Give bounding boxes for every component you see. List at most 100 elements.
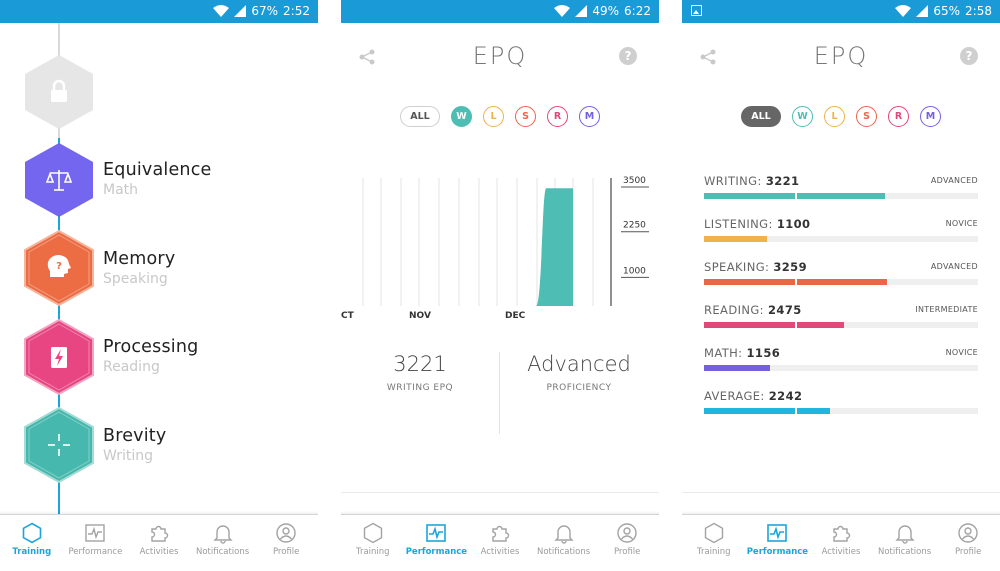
filter-math[interactable]: M xyxy=(579,105,600,127)
training-item-brevity[interactable] xyxy=(23,406,95,484)
chart-y-tick-label: 3500 xyxy=(623,176,646,186)
filter-speaking[interactable]: S xyxy=(856,105,877,127)
skill-bar-track xyxy=(704,408,978,414)
user-circle-icon xyxy=(276,523,296,543)
skill-bar-fill xyxy=(704,279,889,285)
training-item-locked[interactable] xyxy=(23,53,95,131)
help-icon[interactable]: ? xyxy=(960,47,978,65)
filter-all[interactable]: ALL xyxy=(400,105,440,127)
head-question-icon: ? xyxy=(47,255,71,277)
chart-y-tick-label: 2250 xyxy=(623,221,646,231)
bottom-nav: Training Performance Activities Notifica… xyxy=(0,511,318,571)
skill-level: ADVANCED xyxy=(930,262,978,271)
training-screen: 67% 2:52 Equivalence Math ? Memory Speak… xyxy=(0,0,318,571)
signal-icon xyxy=(575,5,588,17)
filter-speaking[interactable]: S xyxy=(515,105,536,127)
epq-chart: 3500 2250 1000 CT NOV DEC xyxy=(341,170,659,330)
filter-writing[interactable]: W xyxy=(792,105,813,127)
filter-all[interactable]: ALL xyxy=(741,105,781,127)
item-title: Brevity xyxy=(103,426,167,446)
skill-row-listening: LISTENING: 1100 NOVICE xyxy=(704,217,978,242)
filter-math[interactable]: M xyxy=(920,105,941,127)
nav-training[interactable]: Training xyxy=(0,515,64,571)
nav-activities[interactable]: Activities xyxy=(468,515,532,571)
training-item-memory[interactable]: ? xyxy=(23,229,95,307)
training-item-brevity-label: Brevity Writing xyxy=(103,426,166,464)
chart-x-ticks: CT NOV DEC xyxy=(341,311,526,321)
item-subtitle: Speaking xyxy=(103,271,168,287)
nav-label: Profile xyxy=(272,547,300,557)
page-title: EPQ xyxy=(813,42,869,70)
wifi-icon xyxy=(554,5,571,17)
page-title: EPQ xyxy=(472,42,528,70)
nav-activities[interactable]: Activities xyxy=(127,515,191,571)
filter-writing[interactable]: W xyxy=(451,105,472,127)
training-item-memory-label: Memory Speaking xyxy=(103,249,175,287)
nav-training[interactable]: Training xyxy=(682,515,746,571)
skill-level: INTERMEDIATE xyxy=(915,305,978,314)
nav-notifications[interactable]: Notifications xyxy=(191,515,255,571)
nav-notifications[interactable]: Notifications xyxy=(532,515,596,571)
training-item-processing[interactable] xyxy=(23,318,95,396)
hexagon-icon xyxy=(704,522,723,544)
nav-profile[interactable]: Profile xyxy=(595,515,659,571)
skill-name: MATH: 1156 xyxy=(704,346,781,360)
training-item-equivalence[interactable] xyxy=(23,141,95,219)
bell-icon xyxy=(894,525,915,544)
battery-text: 49% xyxy=(592,4,620,18)
kpi-level: Advanced PROFICIENCY xyxy=(500,352,658,393)
image-notification-icon xyxy=(691,5,702,16)
status-bar: 67% 2:52 xyxy=(0,0,318,23)
puzzle-icon xyxy=(492,525,510,542)
skill-bar-fill xyxy=(704,365,770,371)
nav-notifications[interactable]: Notifications xyxy=(873,515,937,571)
nav-profile[interactable]: Profile xyxy=(936,515,1000,571)
item-subtitle: Math xyxy=(103,182,139,198)
header: EPQ ? xyxy=(682,40,1000,80)
battery-text: 65% xyxy=(933,4,961,18)
clock-text: 2:52 xyxy=(283,4,310,18)
skill-score: 2242 xyxy=(768,389,803,403)
skill-bar-tick xyxy=(886,279,889,285)
help-icon[interactable]: ? xyxy=(619,47,637,65)
kpi-score: 3221 WRITING EPQ xyxy=(341,352,499,393)
kpi-section: 3221 WRITING EPQ Advanced PROFICIENCY xyxy=(341,352,659,434)
nav-training[interactable]: Training xyxy=(341,515,405,571)
skill-bar-fill xyxy=(704,193,885,199)
skill-bar-track xyxy=(704,193,978,199)
nav-profile[interactable]: Profile xyxy=(254,515,318,571)
share-icon[interactable] xyxy=(699,48,717,66)
skill-level: NOVICE xyxy=(945,219,978,228)
nav-label: Profile xyxy=(954,547,982,557)
chart-area xyxy=(536,188,573,306)
skill-row-average: AVERAGE: 2242 xyxy=(704,389,978,414)
filter-listening[interactable]: L xyxy=(483,105,504,127)
bottom-nav: Training Performance Activities Notifica… xyxy=(682,511,1000,571)
skill-row-speaking: SPEAKING: 3259 ADVANCED xyxy=(704,260,978,285)
share-icon[interactable] xyxy=(358,48,376,66)
chart-x-tick-label: DEC xyxy=(505,311,526,321)
filter-reading[interactable]: R xyxy=(888,105,909,127)
nav-label: Performance xyxy=(405,547,468,557)
skill-name: WRITING: 3221 xyxy=(704,174,800,188)
skill-score: 3221 xyxy=(765,174,800,188)
hexagon-icon xyxy=(22,522,42,544)
filter-reading[interactable]: R xyxy=(547,105,568,127)
epq-chart-svg: 3500 2250 1000 CT NOV DEC xyxy=(341,176,649,321)
divider xyxy=(682,492,1000,493)
wifi-icon xyxy=(895,5,912,17)
nav-performance[interactable]: Performance xyxy=(746,515,810,571)
lock-icon xyxy=(51,79,67,102)
skill-filter: ALL W L S R M xyxy=(682,104,1000,128)
filter-listening[interactable]: L xyxy=(824,105,845,127)
kpi-score-label: WRITING EPQ xyxy=(386,383,454,393)
item-title: Memory xyxy=(103,249,176,269)
status-bar: 49% 6:22 xyxy=(341,0,659,23)
nav-label: Notifications xyxy=(195,547,250,557)
compress-icon xyxy=(48,434,70,456)
pulse-chart-icon xyxy=(85,524,106,542)
nav-performance[interactable]: Performance xyxy=(405,515,469,571)
nav-activities[interactable]: Activities xyxy=(809,515,873,571)
skill-level: ADVANCED xyxy=(930,176,978,185)
nav-performance[interactable]: Performance xyxy=(64,515,128,571)
